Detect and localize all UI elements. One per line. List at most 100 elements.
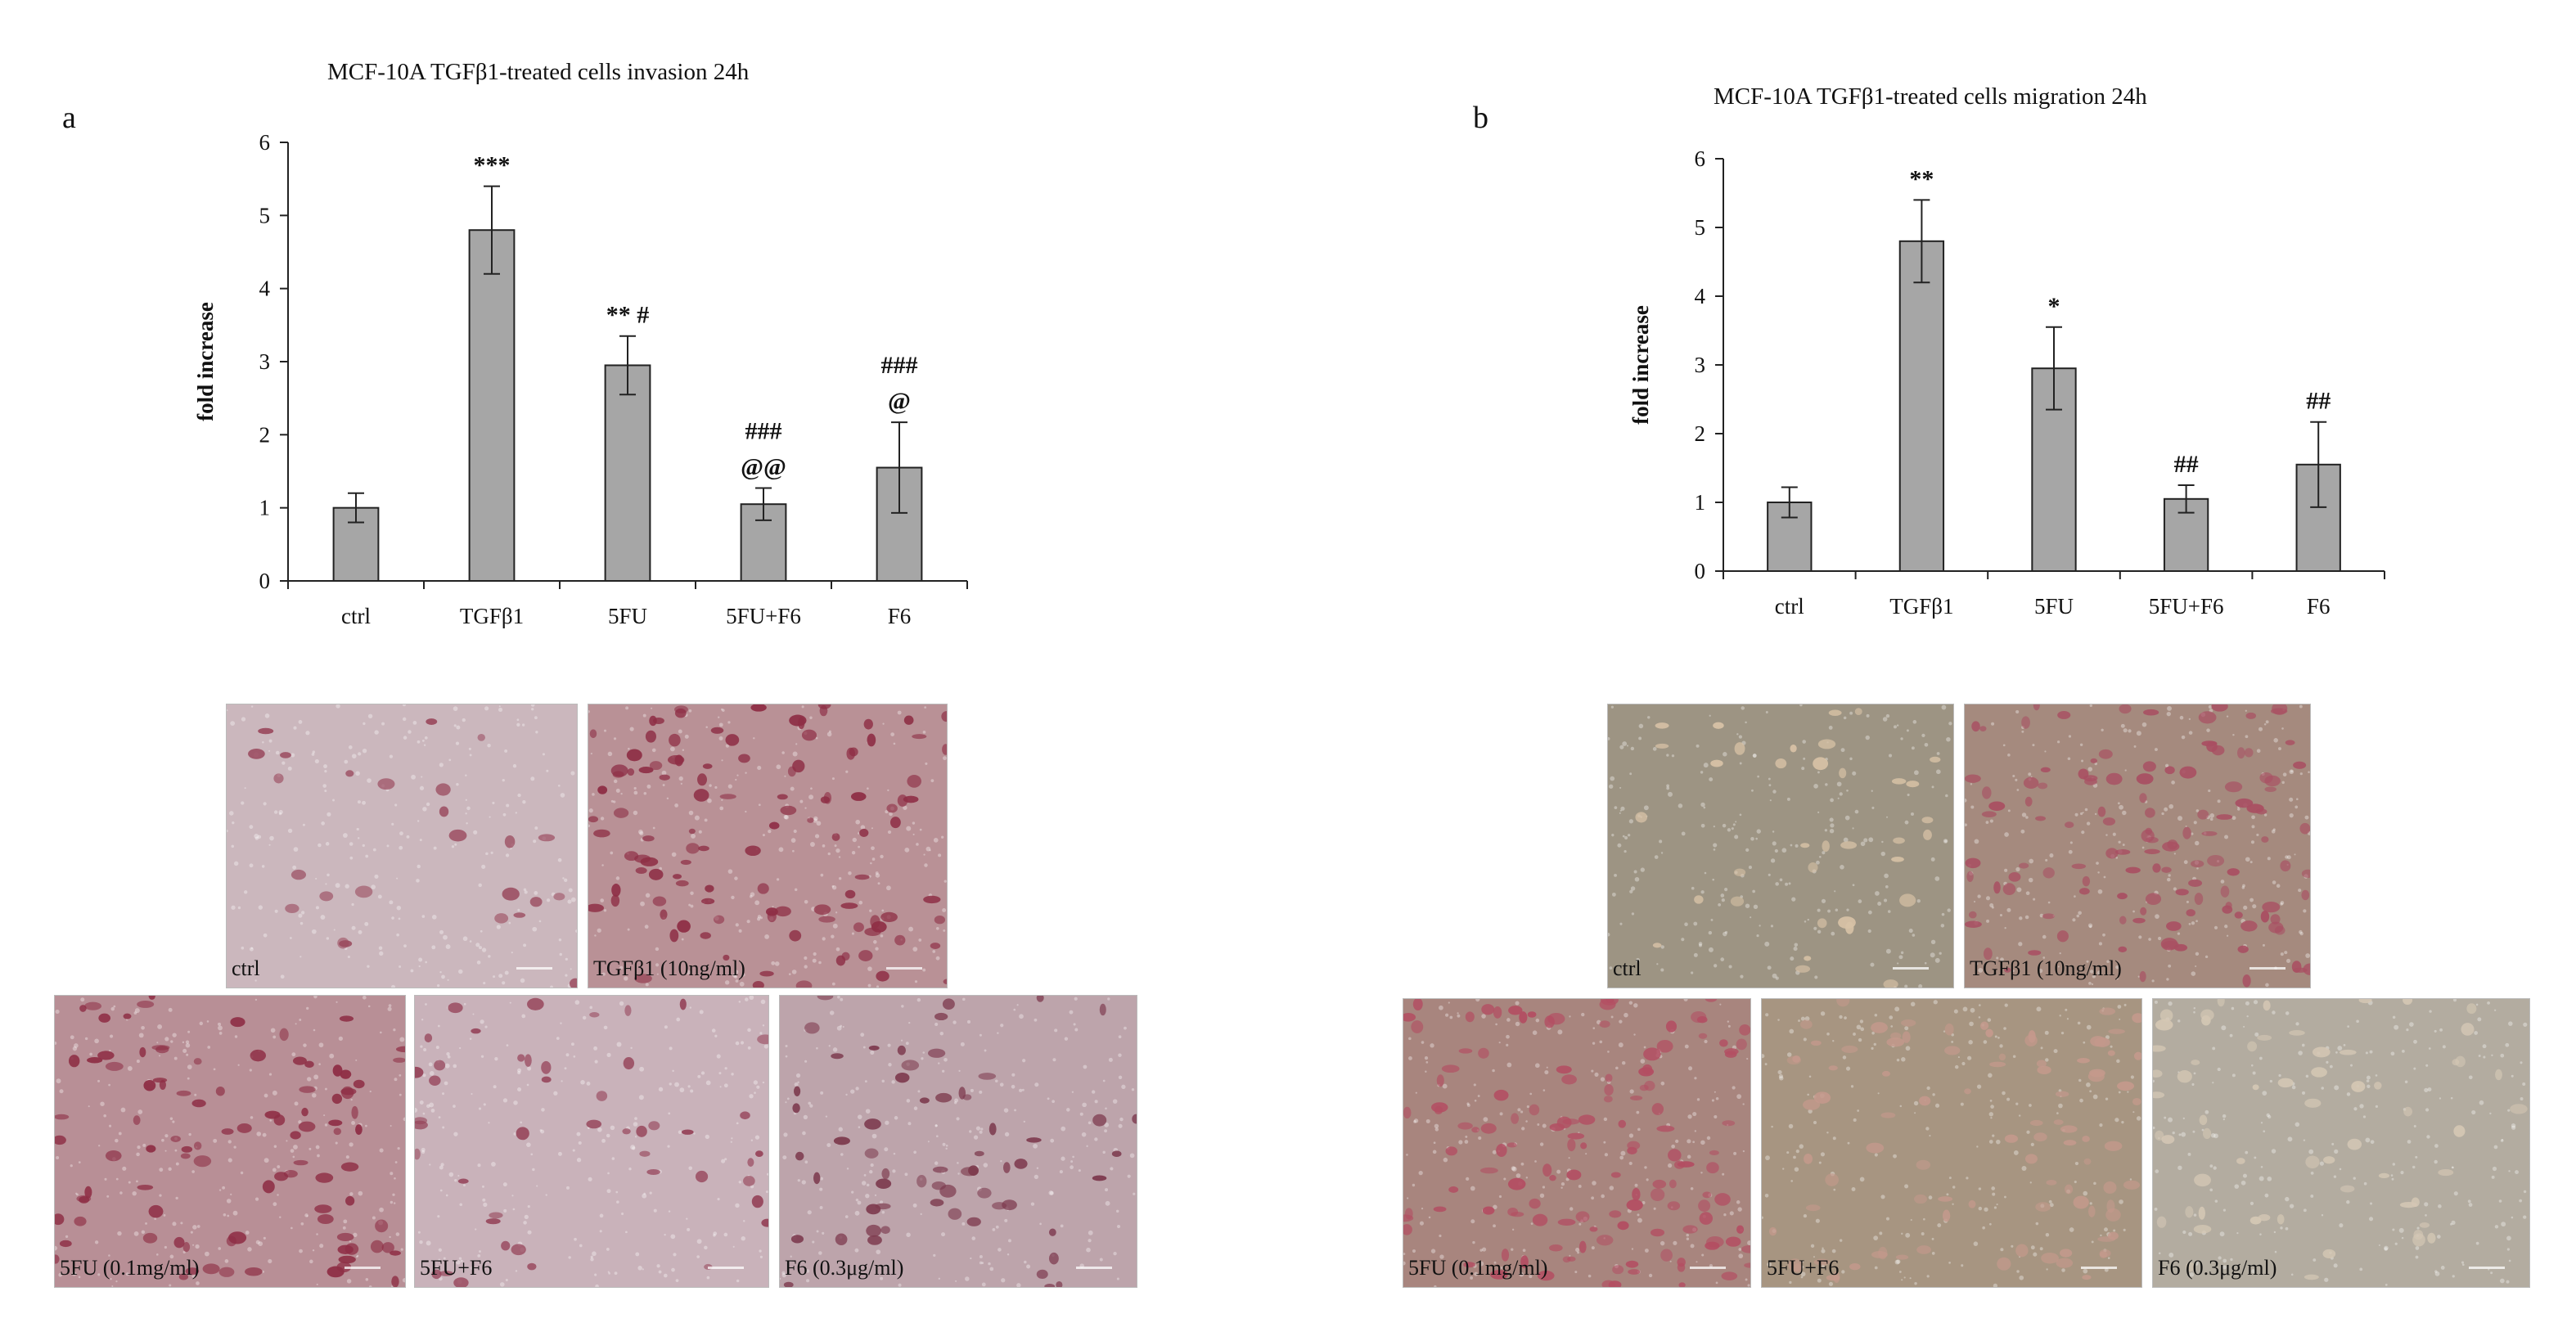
pore-dot (998, 1248, 1002, 1252)
pore-dot (459, 1203, 462, 1206)
pore-dot (1822, 851, 1826, 855)
pore-dot (2254, 1156, 2257, 1159)
cell (636, 1125, 647, 1137)
pore-dot (2004, 868, 2008, 872)
cell (415, 1066, 424, 1078)
pore-dot (358, 752, 362, 756)
pore-dot (840, 1024, 843, 1028)
cell (923, 895, 941, 904)
cell (304, 1060, 314, 1069)
cell (2042, 913, 2056, 920)
pore-dot (1934, 957, 1940, 963)
pore-dot (2326, 1060, 2329, 1064)
pore-dot (1960, 1102, 1964, 1106)
pore-dot (254, 998, 258, 1001)
pore-dot (815, 736, 818, 740)
cell (1880, 1112, 1896, 1118)
pore-dot (168, 1167, 172, 1171)
cell (2060, 1125, 2078, 1133)
cell (1542, 1163, 1552, 1177)
pore-dot (344, 759, 349, 764)
cell (2495, 1069, 2502, 1081)
cell (1655, 743, 1669, 749)
cell (328, 1119, 343, 1127)
pore-dot (1647, 716, 1651, 719)
cell (151, 1045, 170, 1051)
pore-dot (533, 839, 537, 844)
cell (1411, 1020, 1424, 1033)
pore-dot (2506, 1235, 2511, 1241)
pore-dot (1945, 794, 1948, 798)
pore-dot (1129, 1153, 1135, 1159)
pore-dot (477, 1163, 481, 1168)
pore-dot (1530, 1222, 1533, 1225)
pore-dot (1542, 1123, 1547, 1128)
cell (1805, 1204, 1821, 1212)
pore-dot (722, 709, 725, 712)
pore-dot (2416, 1226, 2420, 1230)
pore-dot (922, 968, 926, 972)
cell (2161, 866, 2172, 873)
pore-dot (763, 1044, 768, 1049)
pore-dot (309, 1259, 313, 1264)
pore-dot (180, 1222, 183, 1225)
pore-dot (866, 1183, 870, 1187)
cell (597, 785, 608, 794)
pore-dot (2220, 880, 2225, 884)
pore-dot (804, 965, 808, 969)
pore-dot (2260, 1166, 2263, 1168)
pore-dot (119, 1191, 123, 1195)
pore-dot (1745, 721, 1747, 724)
pore-dot (546, 769, 549, 772)
pore-dot (516, 722, 520, 727)
pore-dot (2494, 1225, 2499, 1229)
pore-dot (1644, 1166, 1647, 1169)
pore-dot (1086, 1247, 1091, 1253)
pore-dot (2154, 1207, 2158, 1211)
pore-dot (943, 756, 947, 761)
pore-dot (364, 921, 369, 926)
pore-dot (2252, 904, 2257, 909)
pore-dot (1842, 1055, 1847, 1060)
pore-dot (303, 1043, 307, 1047)
pore-dot (588, 1177, 592, 1181)
pore-dot (137, 1109, 143, 1114)
pore-dot (538, 920, 542, 923)
cell (1445, 1146, 1457, 1156)
pore-dot (615, 1190, 619, 1194)
pore-dot (481, 864, 486, 869)
pore-dot (2093, 1181, 2096, 1186)
pore-dot (374, 874, 379, 879)
pore-dot (393, 1028, 396, 1032)
cell (1979, 726, 1987, 731)
pore-dot (1947, 908, 1951, 912)
pore-dot (886, 885, 891, 891)
pore-dot (1609, 1186, 1615, 1190)
cell (638, 767, 654, 774)
pore-dot (874, 1194, 877, 1196)
pore-dot (1832, 1136, 1836, 1141)
pore-dot (1937, 1223, 1942, 1228)
pore-dot (2040, 1046, 2043, 1050)
pore-dot (2117, 802, 2120, 805)
pore-dot (906, 1232, 911, 1237)
pore-dot (502, 1098, 508, 1103)
cell (2293, 761, 2307, 769)
pore-dot (1929, 1135, 1931, 1137)
cell (1733, 868, 1746, 876)
pore-dot (887, 1043, 891, 1047)
pore-dot (1764, 1063, 1768, 1066)
pore-dot (524, 890, 528, 894)
pore-dot (694, 815, 700, 821)
cell (180, 1153, 191, 1159)
cell (677, 920, 691, 933)
cell (681, 1129, 694, 1135)
cell (710, 727, 724, 734)
pore-dot (418, 965, 421, 968)
pore-dot (688, 903, 691, 907)
pore-dot (644, 925, 649, 929)
pore-dot (616, 1200, 619, 1204)
cell (215, 1087, 225, 1096)
cell (894, 1072, 910, 1083)
pore-dot (2112, 832, 2116, 836)
